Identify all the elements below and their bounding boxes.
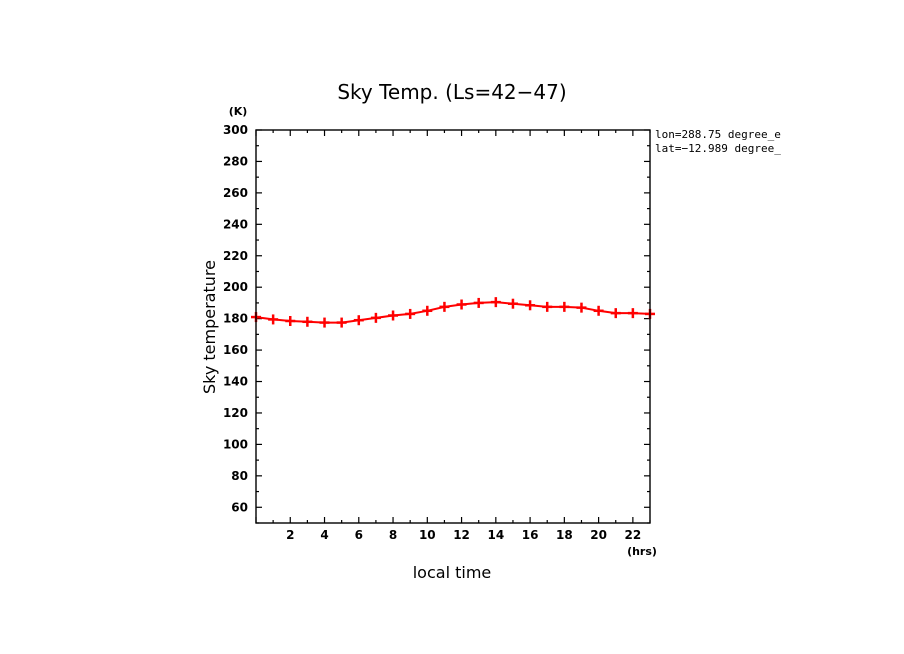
x-axis-label: local time: [413, 563, 492, 582]
data-series: [251, 297, 655, 328]
plot-frame: [255, 129, 651, 524]
data-point: [627, 308, 638, 319]
series-line: [255, 301, 651, 324]
y-tick-label: 60: [231, 500, 248, 514]
data-point: [336, 317, 347, 328]
y-unit-label: (K): [229, 105, 248, 118]
data-point: [473, 297, 484, 308]
data-point: [285, 315, 296, 326]
x-tick-label: 6: [355, 528, 363, 542]
data-point: [490, 297, 501, 308]
data-point: [576, 302, 587, 313]
x-tick-label: 8: [389, 528, 397, 542]
y-axis-label: Sky temperature: [200, 260, 219, 394]
x-tick-label: 20: [590, 528, 607, 542]
data-point: [319, 317, 330, 328]
y-tick-label: 180: [223, 312, 248, 326]
data-point: [388, 310, 399, 321]
data-point: [353, 315, 364, 326]
data-point: [559, 301, 570, 312]
y-tick-label: 120: [223, 406, 248, 420]
data-point: [370, 312, 381, 323]
y-tick-label: 260: [223, 186, 248, 200]
data-point: [525, 300, 536, 311]
annotation-lat: lat=−12.989 degree_: [655, 142, 781, 155]
y-tick-label: 160: [223, 343, 248, 357]
y-tick-label: 200: [223, 280, 248, 294]
data-point: [593, 305, 604, 316]
y-tick-label: 280: [223, 154, 248, 168]
x-unit-label: (hrs): [627, 545, 657, 558]
x-tick-label: 14: [487, 528, 504, 542]
chart-title: Sky Temp. (Ls=42−47): [337, 80, 566, 104]
data-point: [422, 305, 433, 316]
data-point: [405, 308, 416, 319]
data-point: [439, 301, 450, 312]
x-tick-label: 18: [556, 528, 573, 542]
data-point: [507, 298, 518, 309]
x-tick-label: 12: [453, 528, 470, 542]
x-tick-label: 4: [320, 528, 328, 542]
axes: 2 4 6 8 10 12 14 16 18 20 22 60 80 100 120 140 160 180 200…: [223, 123, 651, 542]
y-tick-label: 140: [223, 375, 248, 389]
x-tick-label: 22: [625, 528, 642, 542]
y-tick-label: 100: [223, 437, 248, 451]
data-point: [268, 314, 279, 325]
annotation-lon: lon=288.75 degree_e: [655, 128, 781, 141]
data-point: [542, 301, 553, 312]
y-tick-label: 220: [223, 249, 248, 263]
x-tick-label: 2: [286, 528, 294, 542]
y-tick-label: 80: [231, 469, 248, 483]
y-tick-label: 240: [223, 217, 248, 231]
x-tick-label: 10: [419, 528, 436, 542]
data-point: [610, 308, 621, 319]
y-tick-label: 300: [223, 123, 248, 137]
x-tick-label: 16: [522, 528, 539, 542]
data-point: [456, 299, 467, 310]
data-point: [302, 316, 313, 327]
